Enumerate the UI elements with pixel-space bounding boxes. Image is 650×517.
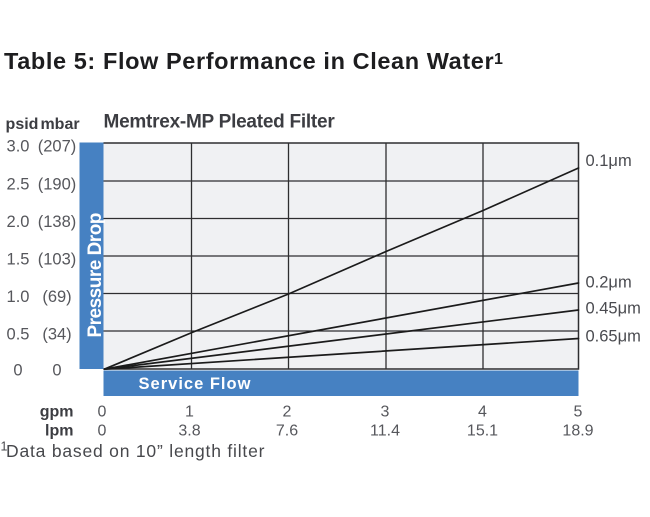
svg-text:0.2μm: 0.2μm xyxy=(586,274,632,292)
svg-text:0: 0 xyxy=(98,404,107,421)
svg-text:0: 0 xyxy=(52,362,61,380)
svg-text:11.4: 11.4 xyxy=(370,423,400,440)
svg-text:0: 0 xyxy=(13,362,22,380)
svg-text:18.9: 18.9 xyxy=(562,423,593,440)
svg-text:(138): (138) xyxy=(38,213,77,231)
svg-text:(207): (207) xyxy=(38,138,77,156)
svg-text:0: 0 xyxy=(98,423,107,440)
svg-text:(190): (190) xyxy=(38,176,77,194)
svg-text:Data based on 10” length filte: Data based on 10” length filter xyxy=(6,441,265,461)
svg-text:3: 3 xyxy=(381,404,390,421)
svg-text:(69): (69) xyxy=(42,288,71,306)
svg-text:1: 1 xyxy=(1,440,8,454)
svg-text:(34): (34) xyxy=(42,326,71,344)
svg-text:gpm: gpm xyxy=(40,404,74,421)
svg-text:Pressure Drop: Pressure Drop xyxy=(85,213,106,337)
svg-text:3.0: 3.0 xyxy=(7,138,30,156)
svg-text:0.45μm: 0.45μm xyxy=(586,300,641,318)
svg-text:4: 4 xyxy=(478,404,487,421)
svg-text:0.65μm: 0.65μm xyxy=(586,328,641,346)
svg-text:lpm: lpm xyxy=(45,423,73,440)
svg-text:5: 5 xyxy=(574,404,583,421)
svg-text:psid: psid xyxy=(6,116,39,133)
svg-text:2: 2 xyxy=(283,404,292,421)
svg-text:2.5: 2.5 xyxy=(7,176,30,194)
svg-text:Service Flow: Service Flow xyxy=(139,375,252,393)
svg-text:0.5: 0.5 xyxy=(7,326,30,344)
svg-text:mbar: mbar xyxy=(40,116,79,133)
svg-text:3.8: 3.8 xyxy=(178,423,200,440)
svg-text:(103): (103) xyxy=(38,251,77,269)
svg-text:0.1μm: 0.1μm xyxy=(586,152,632,170)
svg-text:Table 5: Flow Performance in C: Table 5: Flow Performance in Clean Water xyxy=(4,48,494,74)
svg-text:15.1: 15.1 xyxy=(467,423,498,440)
svg-text:1: 1 xyxy=(185,404,194,421)
svg-text:7.6: 7.6 xyxy=(276,423,298,440)
svg-text:1.0: 1.0 xyxy=(7,288,30,306)
svg-text:1: 1 xyxy=(494,51,503,68)
svg-text:2.0: 2.0 xyxy=(7,213,30,231)
svg-text:1.5: 1.5 xyxy=(7,251,30,269)
svg-text:Memtrex-MP Pleated Filter: Memtrex-MP Pleated Filter xyxy=(104,112,336,133)
